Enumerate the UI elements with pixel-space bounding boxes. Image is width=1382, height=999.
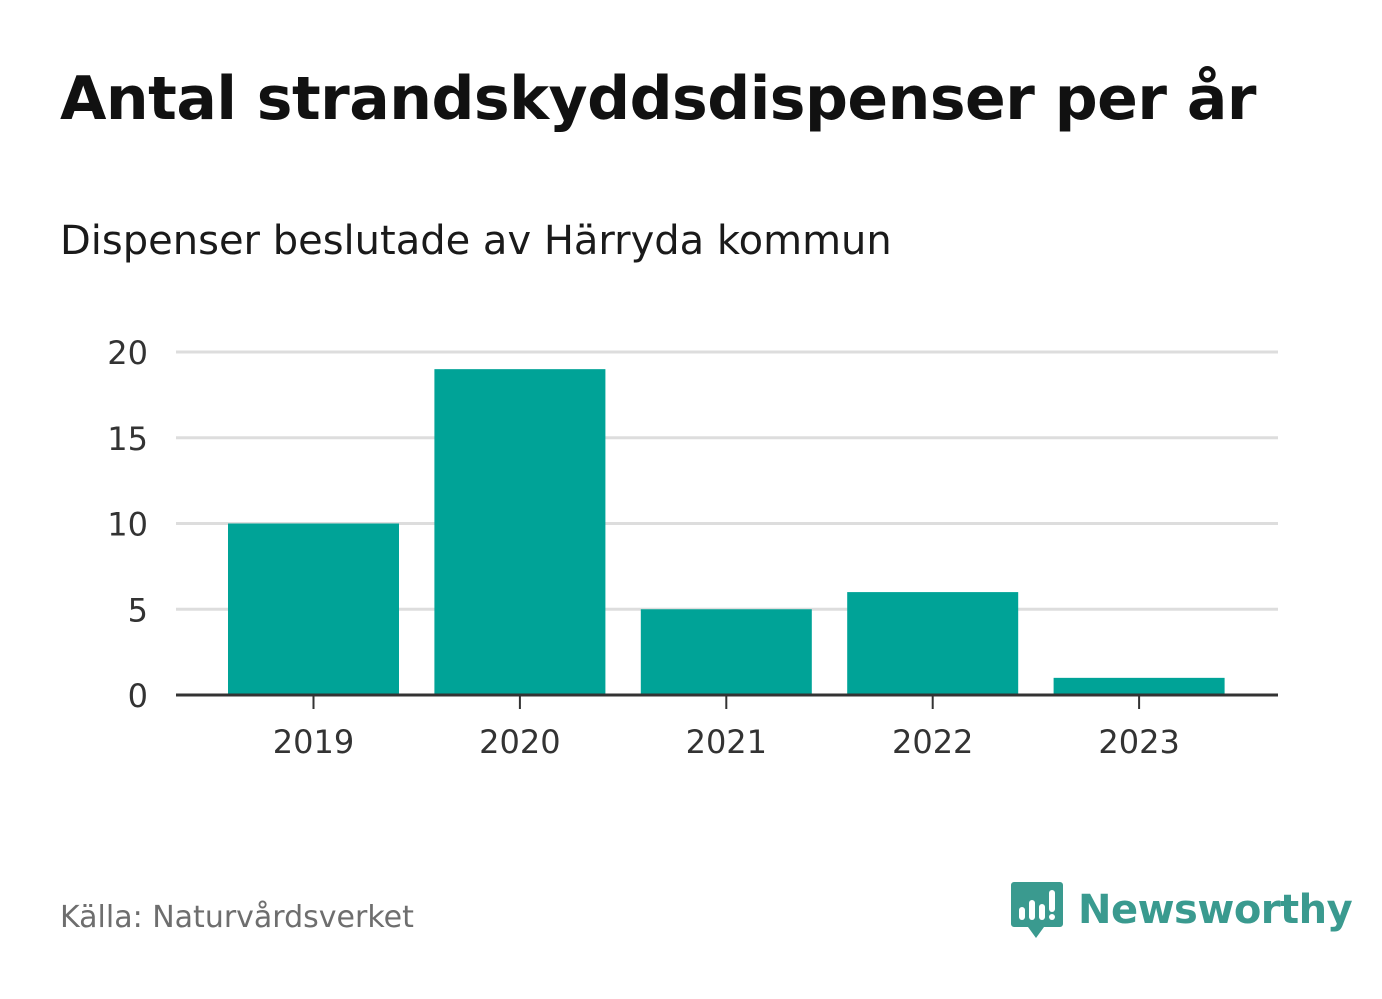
y-tick-label: 15 [107, 420, 148, 458]
x-tick-label: 2020 [479, 723, 560, 761]
x-tick-label: 2022 [892, 723, 973, 761]
x-tick-label: 2021 [686, 723, 767, 761]
bar-2023[interactable] [1053, 677, 1225, 695]
brand-logo[interactable]: Newsworthy [1010, 880, 1353, 940]
bars [228, 369, 1225, 695]
y-tick-label: 10 [107, 506, 148, 544]
chart-subtitle: Dispenser beslutade av Härryda kommun [60, 218, 892, 264]
source-note: Källa: Naturvårdsverket [60, 900, 414, 935]
bar-2021[interactable] [640, 609, 812, 695]
y-tick-label: 0 [128, 677, 148, 715]
y-tick-label: 5 [128, 591, 148, 629]
brand-name: Newsworthy [1078, 887, 1353, 933]
bar-2019[interactable] [228, 523, 399, 696]
axes [176, 693, 1278, 709]
x-tick-label: 2023 [1098, 723, 1179, 761]
x-tick-label: 2019 [273, 723, 354, 761]
newsworthy-logo-icon [1011, 882, 1063, 938]
bar-2020[interactable] [434, 369, 606, 695]
chart-title: Antal strandskyddsdispenser per år [60, 64, 1256, 134]
y-tick-label: 20 [107, 334, 148, 372]
bar-2022[interactable] [847, 592, 1019, 695]
tick-labels: 0 5 10 15 20 2019 2020 2021 2022 2023 [107, 334, 1180, 761]
